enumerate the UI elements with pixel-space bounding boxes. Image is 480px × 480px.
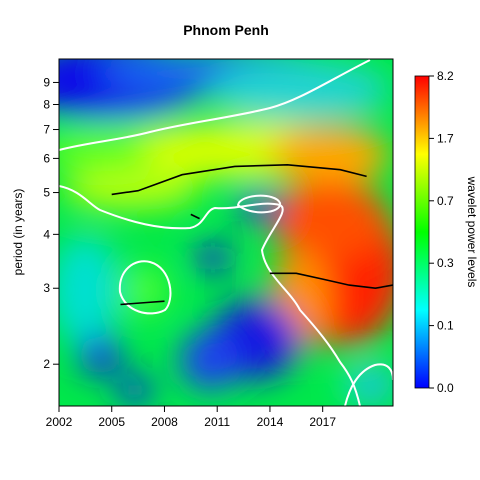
- high-power-region: [270, 180, 390, 260]
- x-tick-label: 2005: [98, 415, 125, 429]
- y-tick-label: 2: [43, 357, 50, 371]
- x-tick-label: 2008: [151, 415, 178, 429]
- significance-contours: [59, 59, 393, 406]
- ridge-line: [190, 213, 200, 220]
- x-tick-label: 2011: [204, 415, 230, 429]
- y-tick-label: 3: [43, 281, 50, 295]
- high-power-region: [270, 125, 390, 185]
- y-tick-label: 8: [43, 98, 50, 112]
- colorbar-tick-label: 0.1: [437, 319, 454, 333]
- significance-contour: [118, 260, 172, 315]
- moderate-power-region: [210, 60, 390, 120]
- y-axis-label: period (in years): [11, 189, 25, 276]
- x-tick-label: 2002: [46, 415, 73, 429]
- chart-title: Phnom Penh: [183, 22, 269, 38]
- y-tick-label: 7: [43, 123, 50, 137]
- ridge-line: [120, 300, 165, 306]
- moderate-power-region: [60, 170, 200, 210]
- low-power-region: [365, 378, 383, 396]
- colorbar-tick-label: 8.2: [437, 69, 454, 83]
- significance-contour: [59, 59, 371, 151]
- y-tick-label: 4: [43, 227, 50, 241]
- colorbar-tick-label: 1.7: [437, 131, 454, 145]
- y-tick-label: 6: [43, 151, 50, 165]
- colorbar-tick-label: 0.3: [437, 256, 454, 270]
- low-power-region: [78, 335, 122, 375]
- low-power-region: [117, 376, 153, 404]
- low-power-region: [195, 244, 231, 272]
- y-tick-label: 9: [43, 75, 50, 89]
- significance-contour: [236, 194, 281, 214]
- colorbar: 0.0 0.1 0.3 0.7 1.7 8.2 wavelet power levels: [414, 69, 479, 395]
- colorbar-tick-label: 0.7: [437, 194, 454, 208]
- low-power-region: [180, 330, 240, 390]
- colorbar-gradient: [414, 75, 430, 389]
- heatmap-area: [59, 59, 393, 406]
- x-axis: 2002 2005 2008 2011 2014 2017: [46, 406, 336, 429]
- significance-contour: [344, 363, 393, 406]
- colorbar-ticks: 0.0 0.1 0.3 0.7 1.7 8.2: [429, 69, 454, 395]
- x-tick-label: 2014: [257, 415, 284, 429]
- ridge-line: [111, 163, 367, 196]
- ridge-lines: [111, 163, 393, 306]
- x-tick-label: 2017: [309, 415, 336, 429]
- low-power-region: [59, 235, 120, 345]
- y-tick-label: 5: [43, 186, 50, 200]
- ridge-line: [269, 272, 393, 290]
- colorbar-label: wavelet power levels: [465, 176, 479, 288]
- y-axis: 2 3 4 5 6 7 8 9: [43, 75, 59, 371]
- colorbar-tick-label: 0.0: [437, 381, 454, 395]
- plot-frame: [58, 58, 394, 407]
